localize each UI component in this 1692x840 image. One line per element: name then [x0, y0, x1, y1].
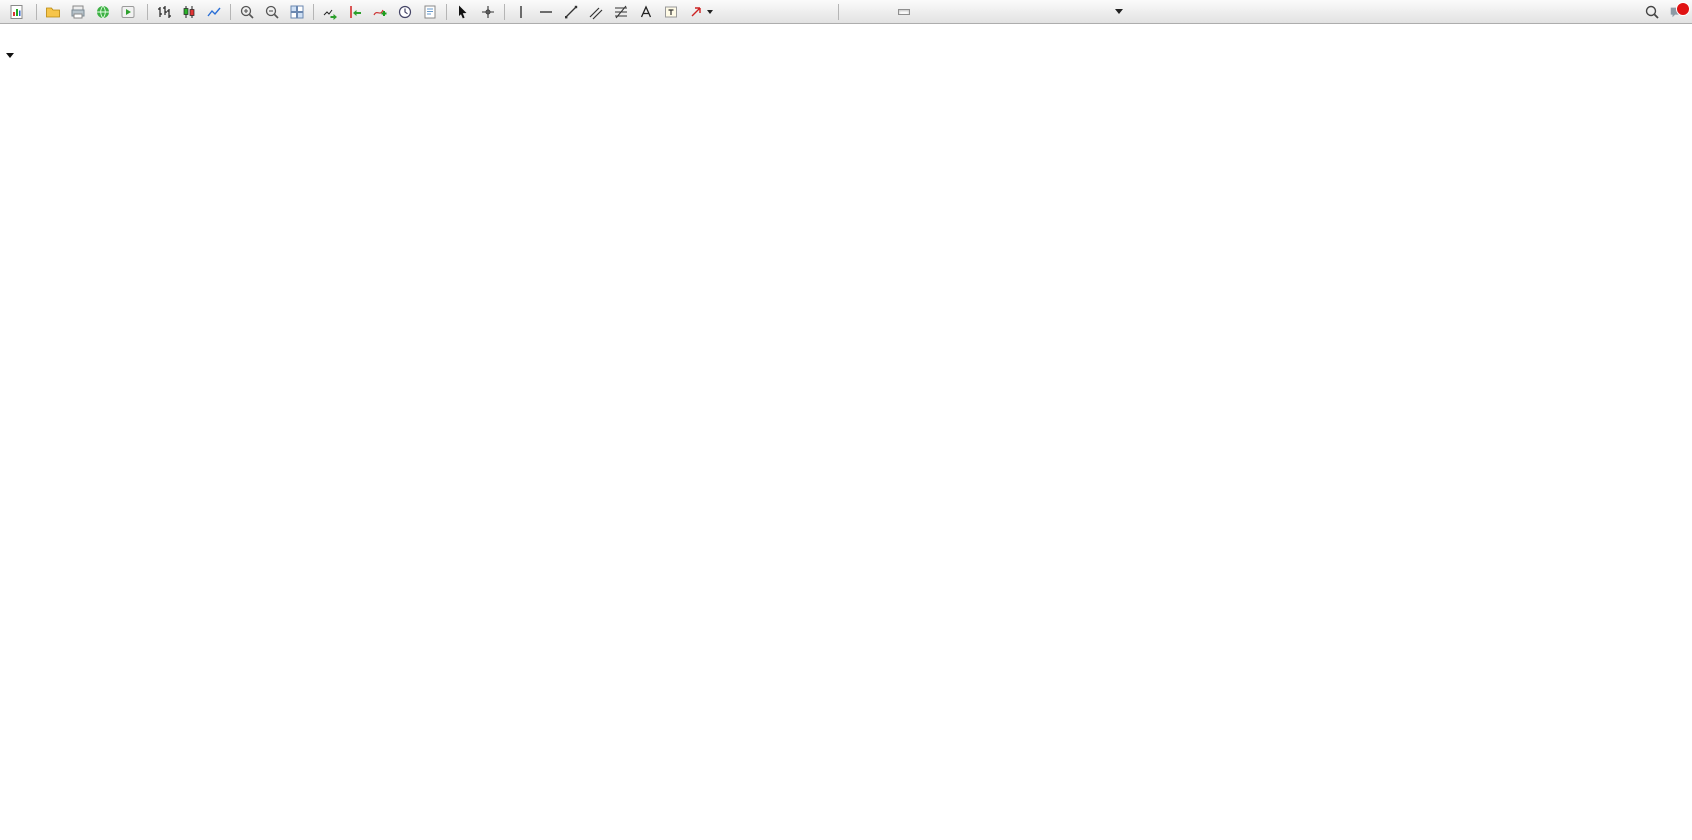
toolbar-overflow-button[interactable]: [1109, 2, 1129, 22]
auto-scroll-icon: [323, 9, 337, 20]
main-toolbar: [0, 0, 1692, 24]
chart-canvas: [0, 24, 1692, 840]
new-order-button[interactable]: [5, 2, 32, 22]
text-label-icon: [665, 6, 677, 17]
bar-chart-mode-button[interactable]: [152, 2, 176, 22]
tile-windows-button[interactable]: [285, 2, 309, 22]
timeframe-h4[interactable]: [898, 8, 910, 15]
bar-chart-icon: [158, 5, 171, 18]
templates-button[interactable]: [418, 2, 442, 22]
auto-scroll-button[interactable]: [318, 2, 342, 22]
zoom-out-button[interactable]: [260, 2, 284, 22]
toolbar-separator: [838, 3, 839, 20]
search-button[interactable]: [1640, 2, 1664, 22]
vertical-line-icon: [520, 5, 522, 18]
new-order-icon: [10, 4, 23, 19]
zoom-in-icon: [240, 5, 254, 19]
autotrading-play-icon: [121, 5, 135, 18]
horizontal-line-icon: [540, 10, 552, 13]
timeframe-mn[interactable]: [933, 10, 943, 14]
zoom-in-button[interactable]: [235, 2, 259, 22]
candlestick-mode-button[interactable]: [177, 2, 201, 22]
candlestick-icon: [183, 5, 195, 18]
trendline-tool-button[interactable]: [559, 2, 583, 22]
text-tool-button[interactable]: [634, 2, 658, 22]
text-tool-icon: [640, 4, 652, 17]
chart-area[interactable]: [0, 24, 1692, 840]
timeframe-m15[interactable]: [865, 10, 875, 14]
toolbar-overflow-caret-icon: [1115, 9, 1123, 14]
channel-tool-button[interactable]: [584, 2, 608, 22]
indicators-plus-icon: [373, 9, 387, 16]
template-document-icon: [424, 5, 436, 18]
autotrading-button[interactable]: [116, 2, 143, 22]
crosshair-icon: [482, 5, 494, 18]
channel-icon: [589, 7, 603, 19]
line-chart-icon: [207, 7, 221, 16]
charts-folder-button[interactable]: [41, 2, 65, 22]
print-button[interactable]: [66, 2, 90, 22]
fibonacci-tool-button[interactable]: [609, 2, 633, 22]
notification-count-badge: [1676, 1, 1690, 16]
timeframe-m30[interactable]: [876, 10, 886, 14]
text-label-tool-button[interactable]: [659, 2, 683, 22]
periods-button[interactable]: [393, 2, 417, 22]
timeframe-h1[interactable]: [887, 10, 897, 14]
crosshair-tool-button[interactable]: [476, 2, 500, 22]
toolbar-separator: [36, 3, 37, 20]
timeframe-w1[interactable]: [922, 10, 932, 14]
line-chart-mode-button[interactable]: [202, 2, 226, 22]
arrows-dropdown-caret: [707, 9, 713, 14]
toolbar-separator: [313, 3, 314, 20]
cursor-icon: [459, 5, 467, 18]
search-icon: [1645, 5, 1659, 19]
notifications-button[interactable]: [1665, 1, 1690, 22]
clock-icon: [398, 5, 412, 18]
globe-icon: [97, 5, 109, 18]
timeframe-m1[interactable]: [843, 10, 853, 14]
cursor-tool-button[interactable]: [451, 2, 475, 22]
printer-icon: [71, 5, 85, 18]
chart-shift-icon: [350, 5, 361, 18]
toolbar-separator: [504, 3, 505, 20]
toolbar-separator: [147, 3, 148, 20]
trendline-icon: [565, 5, 578, 18]
folder-icon: [46, 7, 60, 17]
timeframe-d1[interactable]: [911, 10, 921, 14]
refresh-button[interactable]: [91, 2, 115, 22]
horizontal-line-tool-button[interactable]: [534, 2, 558, 22]
tile-windows-icon: [290, 5, 304, 18]
vertical-line-tool-button[interactable]: [509, 2, 533, 22]
toolbar-separator: [446, 3, 447, 20]
fibonacci-icon: [615, 5, 627, 18]
indicators-button[interactable]: [368, 2, 392, 22]
arrow-tool-icon: [691, 6, 701, 16]
toolbar-separator: [230, 3, 231, 20]
timeframe-m5[interactable]: [854, 10, 864, 14]
zoom-out-icon: [265, 5, 279, 19]
chart-shift-button[interactable]: [343, 2, 367, 22]
arrows-tool-button[interactable]: [684, 2, 717, 22]
